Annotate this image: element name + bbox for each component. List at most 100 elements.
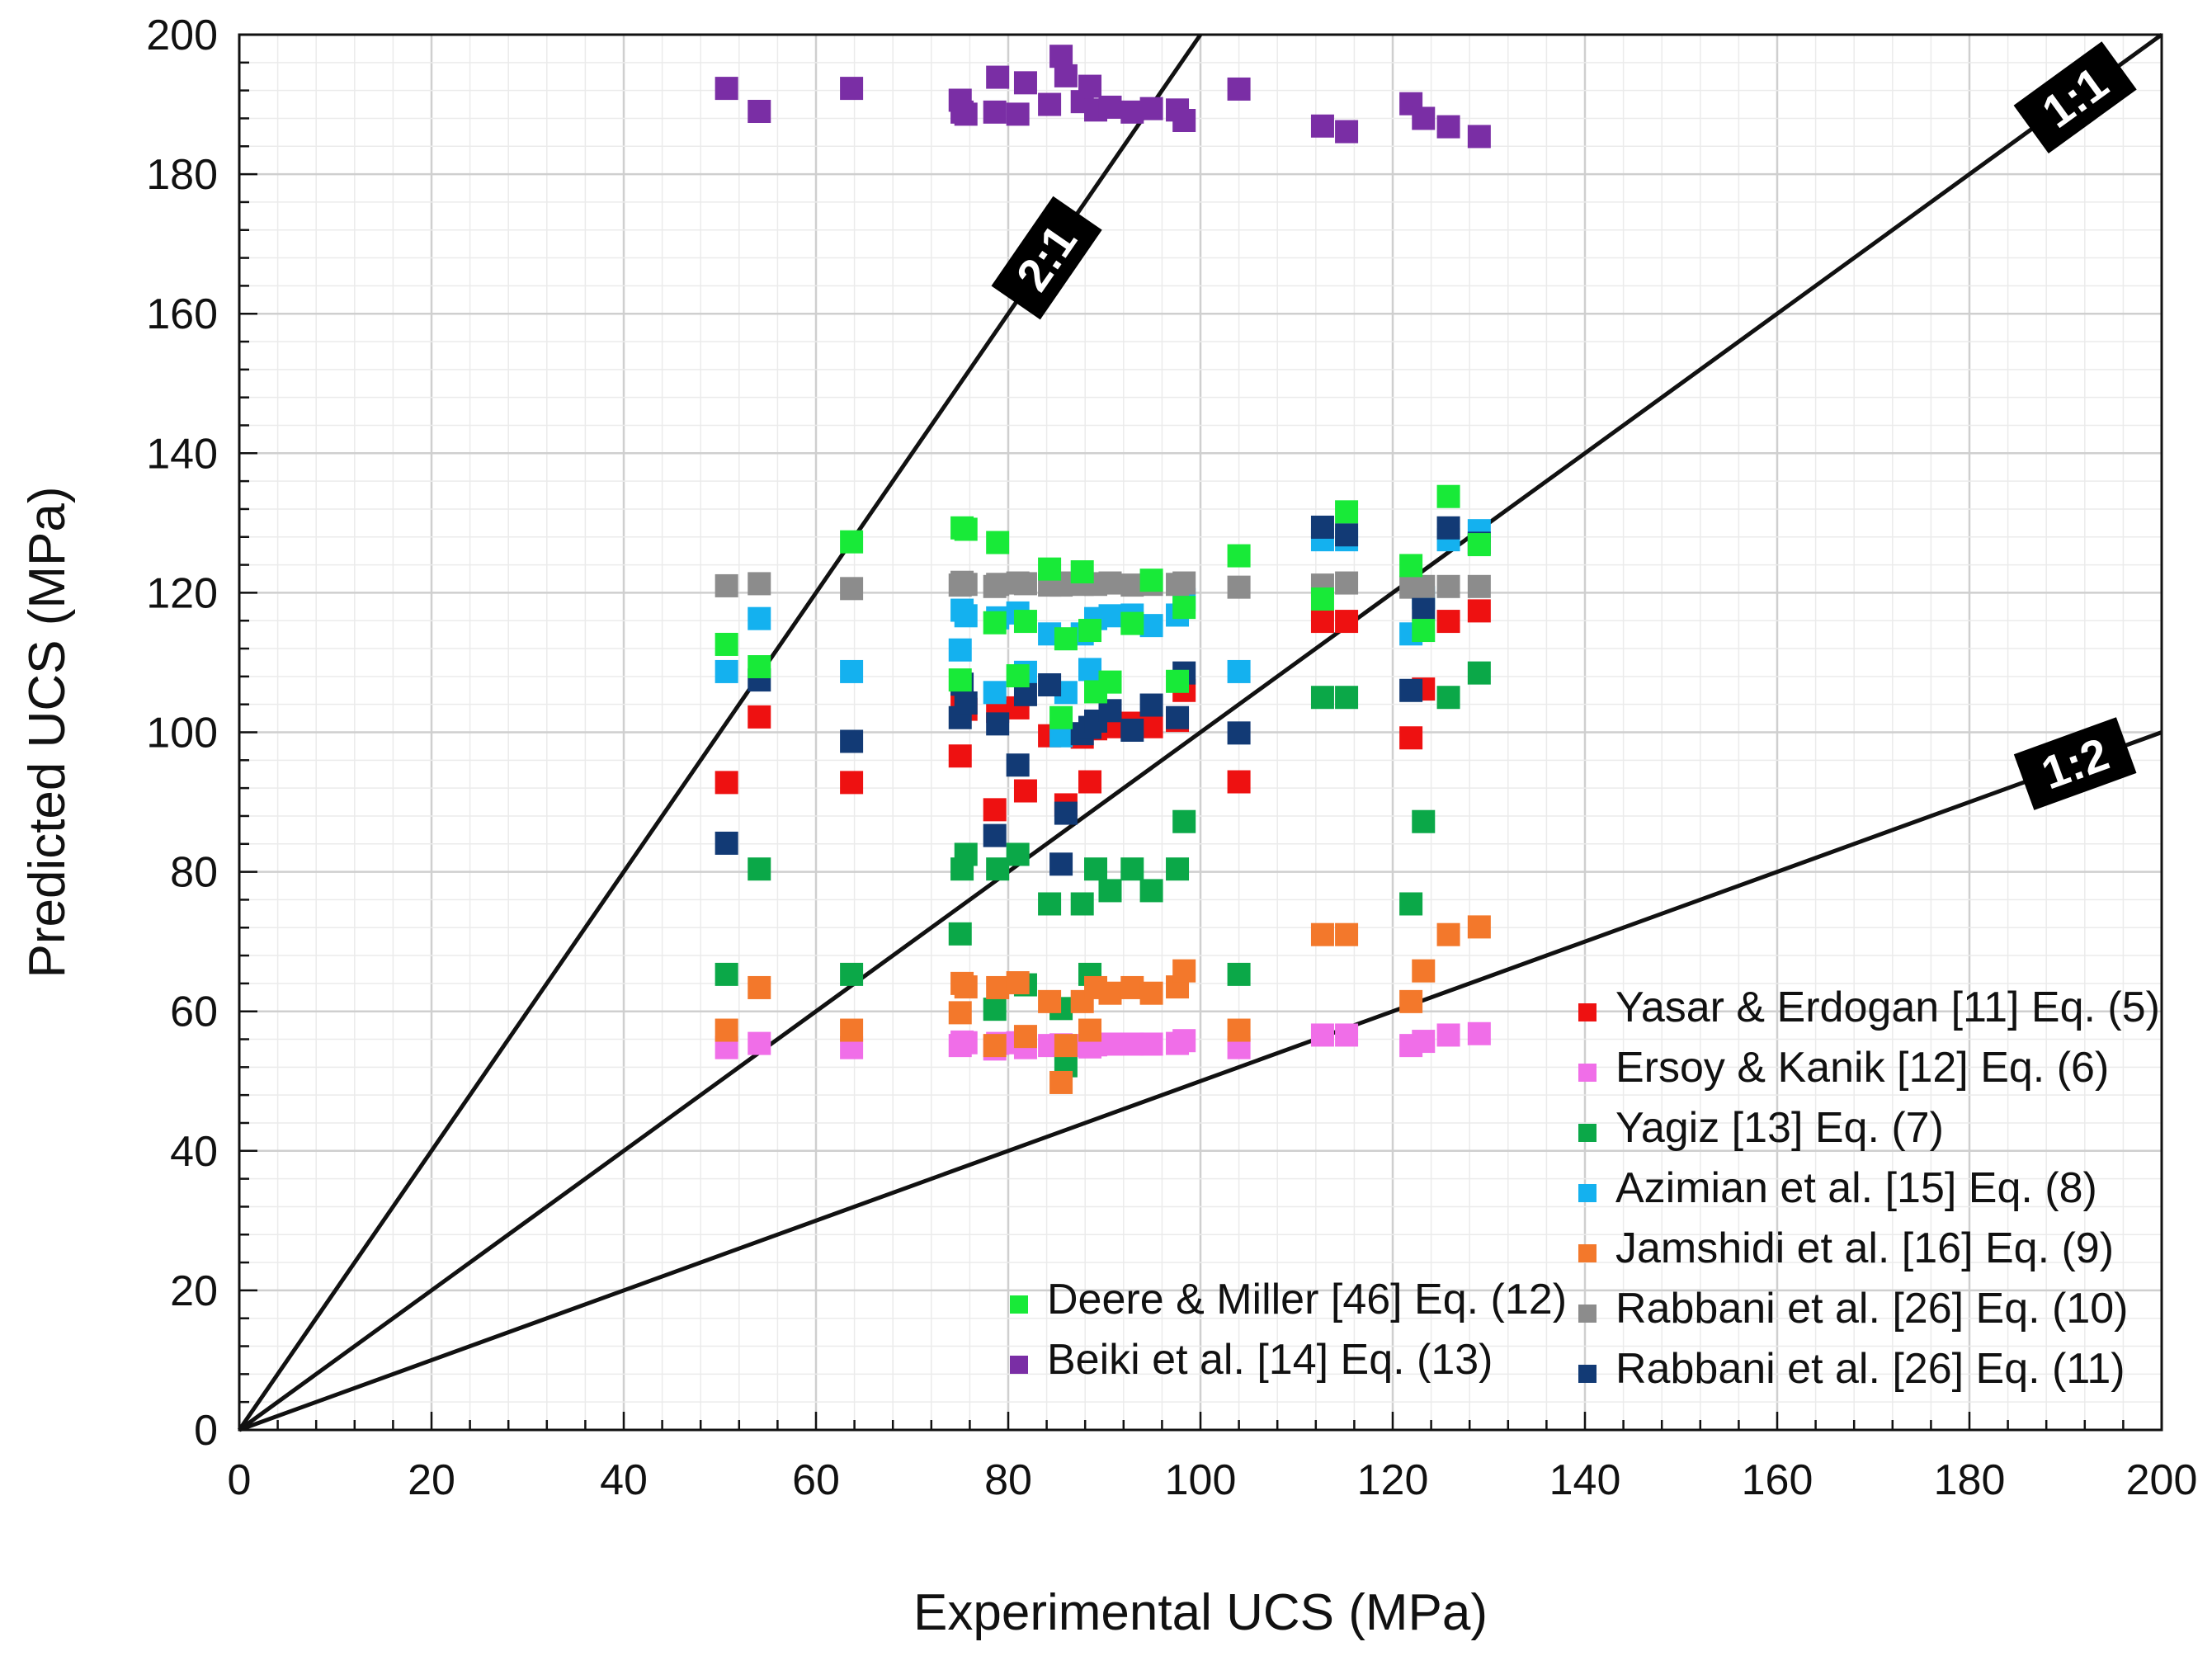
legend-swatch bbox=[1578, 1365, 1597, 1383]
data-point bbox=[1120, 611, 1144, 635]
data-point bbox=[986, 712, 1010, 736]
legend-swatch bbox=[1578, 1305, 1597, 1323]
legend-entry: Yagiz [13] Eq. (7) bbox=[1615, 1104, 1944, 1152]
legend-entry: Ersoy & Kanik [12] Eq. (6) bbox=[1615, 1044, 2109, 1092]
data-point bbox=[1098, 604, 1122, 628]
data-point bbox=[1098, 1032, 1122, 1056]
data-point bbox=[983, 681, 1007, 705]
ratio-label-box bbox=[991, 196, 1102, 320]
data-point bbox=[1006, 102, 1030, 126]
data-point bbox=[1139, 693, 1163, 717]
data-point bbox=[748, 100, 771, 124]
x-tick-label: 60 bbox=[792, 1456, 840, 1504]
data-point bbox=[1013, 572, 1037, 596]
y-tick-label: 100 bbox=[146, 710, 218, 757]
data-point bbox=[1436, 574, 1460, 598]
legend-entry: Beiki et al. [14] Eq. (13) bbox=[1047, 1336, 1493, 1384]
data-point bbox=[1436, 1023, 1460, 1047]
ratio-labels: 2:11:11:2 bbox=[991, 41, 2137, 810]
legend-swatch bbox=[1010, 1356, 1028, 1374]
data-point bbox=[983, 611, 1007, 635]
data-point bbox=[1436, 610, 1460, 634]
data-point bbox=[1399, 554, 1423, 578]
data-point bbox=[1412, 1030, 1436, 1054]
data-point bbox=[1310, 686, 1334, 710]
data-point bbox=[986, 975, 1010, 999]
data-point bbox=[1467, 125, 1491, 149]
data-point bbox=[1098, 571, 1122, 595]
data-point bbox=[954, 975, 978, 999]
data-point bbox=[983, 1034, 1007, 1058]
data-point bbox=[1399, 892, 1423, 916]
tick-labels: 0 20 40 60 80 100 120 140 160 180 200 0 20 40 60 80 100 1… bbox=[146, 12, 2197, 1504]
series-5 bbox=[715, 915, 1491, 1094]
data-point bbox=[1038, 989, 1062, 1013]
data-point bbox=[1049, 705, 1073, 729]
x-tick-label: 140 bbox=[1549, 1456, 1621, 1504]
data-point bbox=[1399, 678, 1423, 702]
data-point bbox=[1412, 959, 1436, 983]
y-tick-label: 80 bbox=[170, 849, 218, 897]
data-point bbox=[1172, 1029, 1196, 1053]
data-point bbox=[1054, 1034, 1078, 1058]
data-point bbox=[1227, 659, 1251, 683]
data-point bbox=[1227, 77, 1251, 101]
data-point bbox=[1227, 575, 1251, 599]
ratio-label-box bbox=[2013, 717, 2137, 810]
data-point bbox=[715, 659, 738, 683]
x-axis-title: Experimental UCS (MPa) bbox=[913, 1584, 1488, 1641]
y-axis-title: Predicted UCS (MPa) bbox=[19, 486, 76, 978]
data-point bbox=[1172, 571, 1196, 595]
legend-entry: Rabbani et al. [26] Eq. (11) bbox=[1615, 1345, 2125, 1393]
data-point bbox=[1078, 770, 1102, 794]
data-point bbox=[1139, 1032, 1163, 1056]
data-point bbox=[1227, 1018, 1251, 1042]
data-point bbox=[1049, 1070, 1073, 1094]
data-point bbox=[1013, 610, 1037, 634]
data-point bbox=[1166, 669, 1190, 693]
data-point bbox=[1467, 661, 1491, 685]
x-tick-label: 40 bbox=[600, 1456, 648, 1504]
data-point bbox=[983, 798, 1007, 822]
legend-swatch bbox=[1578, 1184, 1597, 1202]
data-point bbox=[1098, 670, 1122, 694]
data-point bbox=[748, 705, 771, 729]
data-point bbox=[748, 572, 771, 596]
x-tick-label: 180 bbox=[1934, 1456, 2006, 1504]
data-point bbox=[840, 729, 864, 753]
data-point bbox=[715, 77, 738, 101]
data-point bbox=[1006, 842, 1030, 866]
data-point bbox=[840, 659, 864, 683]
data-point bbox=[983, 998, 1007, 1021]
data-point bbox=[1412, 619, 1436, 643]
data-point bbox=[715, 771, 738, 795]
legend-right: Yasar & Erdogan [11] Eq. (5) Ersoy & Kani… bbox=[1578, 984, 2160, 1393]
data-point bbox=[748, 1031, 771, 1055]
x-tick-label: 0 bbox=[228, 1456, 252, 1504]
x-tick-label: 200 bbox=[2126, 1456, 2198, 1504]
y-tick-label: 200 bbox=[146, 12, 218, 59]
legends: Yasar & Erdogan [11] Eq. (5) Ersoy & Kani… bbox=[1010, 984, 2160, 1393]
data-point bbox=[986, 531, 1010, 554]
data-point bbox=[1335, 523, 1359, 547]
series-8 bbox=[715, 484, 1491, 729]
data-point bbox=[1038, 92, 1062, 116]
data-point bbox=[1013, 71, 1037, 95]
data-point bbox=[983, 100, 1007, 124]
data-point bbox=[1335, 922, 1359, 946]
data-point bbox=[715, 632, 738, 656]
data-point bbox=[1412, 574, 1436, 598]
data-point bbox=[840, 77, 864, 101]
y-tick-label: 140 bbox=[146, 430, 218, 478]
data-point bbox=[840, 962, 864, 986]
data-point bbox=[954, 102, 978, 126]
data-point bbox=[1078, 74, 1102, 98]
y-tick-label: 0 bbox=[194, 1407, 218, 1455]
legend-swatch bbox=[1578, 1064, 1597, 1082]
legend-entry: Rabbani et al. [26] Eq. (10) bbox=[1615, 1285, 2129, 1333]
data-point bbox=[1120, 718, 1144, 742]
data-point bbox=[1013, 1025, 1037, 1049]
data-points bbox=[715, 45, 1491, 1094]
data-point bbox=[1310, 1023, 1334, 1047]
